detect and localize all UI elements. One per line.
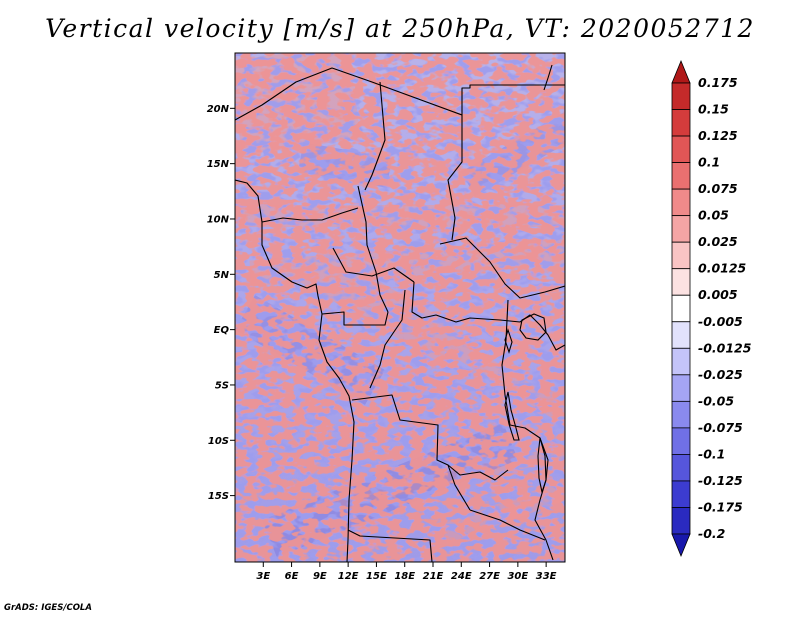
colorbar-swatch xyxy=(671,268,691,296)
colorbar-swatch xyxy=(671,347,691,376)
colorbar-swatch xyxy=(671,294,691,323)
y-tick-label: 15S xyxy=(208,491,229,502)
colorbar-label: 0.1 xyxy=(698,155,720,170)
x-tick-label: 6E xyxy=(285,571,299,582)
lake-albert xyxy=(504,328,513,354)
colorbar-label: 0.05 xyxy=(698,208,729,223)
colorbar-label: -0.125 xyxy=(698,473,743,488)
y-tick-label: 10S xyxy=(208,436,229,447)
colorbar-swatch xyxy=(671,135,691,163)
x-tick-label: 30E xyxy=(507,571,528,582)
lake-tanganyika xyxy=(504,391,520,441)
colorbar-label: 0.005 xyxy=(698,287,738,302)
x-tick-label: 3E xyxy=(256,571,270,582)
x-tick-label: 15E xyxy=(366,571,387,582)
colorbar-swatch xyxy=(671,480,691,508)
map-frame xyxy=(234,52,566,563)
colorbar: 0.175 0.15 0.125 0.1 0.075 0.05 0.025 0.0125 0.0… xyxy=(671,59,752,558)
colorbar-label: 0.0125 xyxy=(698,261,747,276)
colorbar-label: 0.125 xyxy=(698,128,738,143)
colorbar-swatch xyxy=(671,188,691,217)
y-tick-label: EQ xyxy=(214,325,230,336)
colorbar-swatch xyxy=(671,374,691,402)
x-tick-label: 12E xyxy=(338,571,359,582)
colorbar-swatch xyxy=(671,454,691,482)
colorbar-label: -0.0125 xyxy=(698,340,752,355)
lake-victoria xyxy=(519,313,547,341)
colorbar-swatch xyxy=(671,533,691,558)
colorbar-label: 0.025 xyxy=(698,234,738,249)
colorbar-swatch xyxy=(671,507,691,535)
x-axis: 3E 6E 9E 12E 15E 18E 21E 24E 27E 30E 33E xyxy=(256,562,557,582)
colorbar-label: 0.175 xyxy=(698,75,738,90)
colorbar-swatch xyxy=(671,162,691,190)
y-tick-label: 20N xyxy=(207,104,230,115)
colorbar-swatch xyxy=(671,241,691,270)
colorbar-label: 0.15 xyxy=(698,102,729,117)
y-tick-label: 5S xyxy=(215,380,229,391)
x-tick-label: 9E xyxy=(313,571,327,582)
map-title: Vertical velocity [m/s] at 250hPa, VT: 2… xyxy=(45,14,755,43)
y-tick-label: 15N xyxy=(207,159,230,170)
x-tick-label: 24E xyxy=(451,571,472,582)
colorbar-label: -0.1 xyxy=(698,446,725,461)
colorbar-swatch xyxy=(671,321,691,349)
colorbar-swatch xyxy=(671,400,691,429)
lakes xyxy=(504,313,547,495)
colorbar-label: -0.175 xyxy=(698,499,743,514)
colorbar-label: -0.075 xyxy=(698,420,743,435)
colorbar-swatch xyxy=(671,215,691,243)
x-tick-label: 18E xyxy=(394,571,415,582)
colorbar-label: 0.075 xyxy=(698,181,738,196)
colorbar-swatch xyxy=(671,82,691,110)
colorbar-label: -0.005 xyxy=(698,314,743,329)
velocity-noise-field xyxy=(235,53,565,562)
y-axis: 20N 15N 10N 5N EQ 5S 10S 15S xyxy=(207,104,235,502)
y-tick-label: 10N xyxy=(207,214,230,225)
x-tick-label: 21E xyxy=(423,571,444,582)
colorbar-swatch xyxy=(671,59,691,84)
colorbar-swatch xyxy=(671,427,691,455)
lake-malawi xyxy=(537,437,547,495)
x-tick-label: 33E xyxy=(536,571,557,582)
y-tick-label: 5N xyxy=(214,270,230,281)
x-tick-label: 27E xyxy=(479,571,500,582)
colorbar-label: -0.05 xyxy=(698,393,734,408)
footer-credit: GrADS: IGES/COLA xyxy=(4,603,92,613)
map-field xyxy=(235,53,565,562)
colorbar-label: -0.2 xyxy=(698,526,725,541)
colorbar-label: -0.025 xyxy=(698,367,743,382)
colorbar-swatch xyxy=(671,109,691,137)
